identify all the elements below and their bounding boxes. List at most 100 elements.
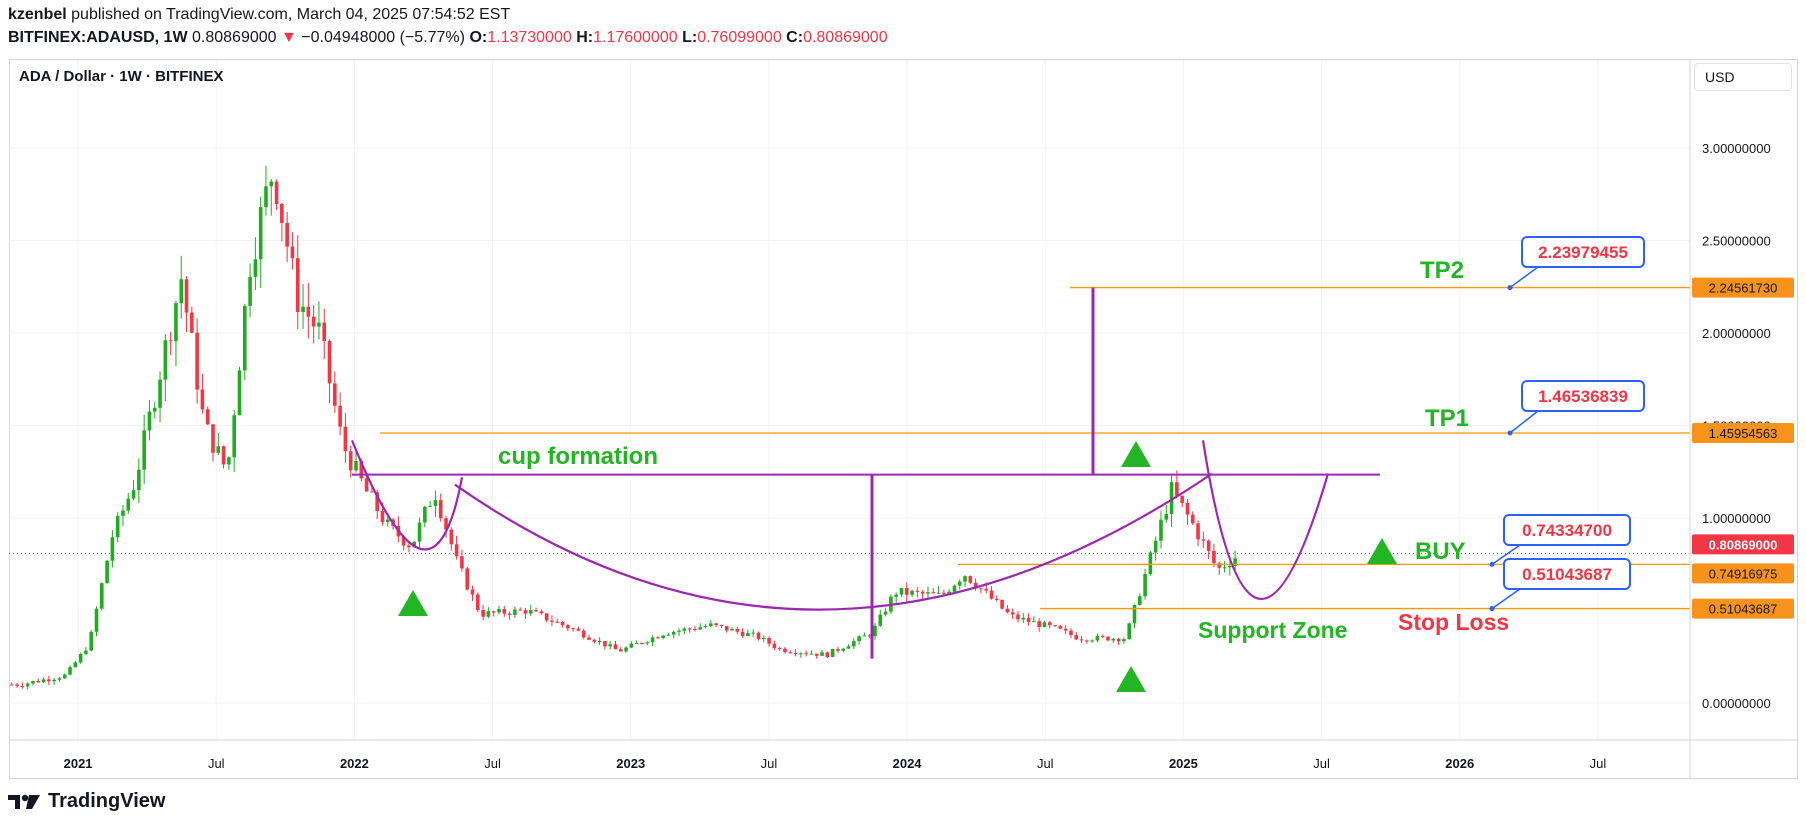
price-label-text: 2.24561730 [1709,281,1778,296]
candle-body [258,207,263,260]
candle-body [15,684,19,686]
candle-body [1085,640,1089,642]
candle-body [698,627,703,630]
candle-body [115,515,120,538]
candle-body [454,544,459,557]
candle-body [1175,482,1179,496]
candle-body [237,370,242,416]
buy-callout: 0.74334700 [1522,521,1612,540]
candle-body [730,628,734,631]
candle-body [195,332,199,390]
candle-body [936,592,941,594]
candle-body [772,643,777,649]
candle-body [581,630,586,638]
candle-body [518,609,522,611]
candle-body [338,405,342,427]
candle-body [364,478,369,492]
candle-body [1169,482,1174,514]
grid [9,60,1690,740]
price-label-tp2 [1692,277,1794,298]
candle-body [417,522,422,542]
tp1-label: TP1 [1425,405,1469,432]
candle-body [105,560,109,584]
candle-body [94,608,99,632]
candle-body [957,581,962,586]
tradingview-logo[interactable]: TradingView [8,790,165,813]
candle-body [1143,574,1147,597]
candles [9,165,1237,690]
candle-body [1026,617,1031,622]
candle-body [1042,622,1047,628]
candle-body [841,648,846,651]
brand-name: TradingView [48,790,166,812]
candle-body [799,653,803,655]
candle-body [264,186,268,208]
candle-body [354,460,358,471]
candle-body [460,556,464,569]
buy-label: BUY [1415,538,1466,565]
candle-body [910,590,914,595]
currency-button[interactable]: USD [1694,63,1792,91]
candle-body [179,279,184,304]
candle-body [1153,540,1158,553]
candle-body [20,685,25,687]
callout-anchor [1489,561,1495,567]
chart-frame [9,59,1798,779]
candle-body [973,582,978,589]
candle-body [767,637,771,644]
candle-body [513,609,517,615]
candle-body [724,626,729,631]
open-value: 1.13730000 [487,29,572,46]
candle-body [184,279,189,313]
candle-body [629,643,634,648]
candle-body [550,620,554,622]
candle-body [746,632,750,636]
candle-body [444,518,448,530]
candle-body [110,537,115,561]
up-arrow-icon [1121,441,1151,467]
candle-body [783,648,787,653]
candle-body [671,631,676,635]
candle-body [211,424,215,453]
candle-body [274,181,279,204]
up-arrow-icon [398,590,428,616]
candle-body [931,592,936,594]
candle-body [904,588,909,595]
candle-body [883,611,888,615]
y-tick-label: 2.00000000 [1702,326,1771,341]
candle-body [269,181,274,187]
candle-body [1010,612,1015,615]
candle-body [1148,552,1153,575]
x-tick-label: 2025 [1169,756,1198,771]
tp1-callout-box [1521,380,1645,412]
candle-body [809,653,814,655]
y-tick-label: 1.00000000 [1702,511,1771,526]
price-label-text: 0.51043687 [1709,602,1778,617]
price-label-stop [1692,598,1794,619]
x-tick-label: Jul [1037,756,1054,771]
candle-body [168,340,173,342]
low-label: L: [682,29,698,46]
candle-body [147,411,152,431]
candle-body [1201,539,1206,541]
candle-body [89,631,94,651]
candle-body [9,684,14,686]
candle-body [1196,523,1200,540]
candle-body [99,583,104,609]
candle-body [836,648,840,651]
x-tick-label: 2022 [340,756,369,771]
symbol-label[interactable]: BITFINEX:ADAUSD, 1W [8,29,188,46]
author-name[interactable]: kzenbel [8,6,67,23]
candle-body [571,628,575,630]
candle-body [709,623,713,627]
candle-body [248,276,252,306]
candle-body [952,585,957,592]
candle-body [1079,639,1084,641]
candle-body [68,667,72,675]
candle-body [523,610,528,614]
candle-body [714,623,718,625]
price-label-text: 0.74916975 [1709,566,1778,581]
candle-body [719,624,724,627]
candle-body [497,608,501,613]
